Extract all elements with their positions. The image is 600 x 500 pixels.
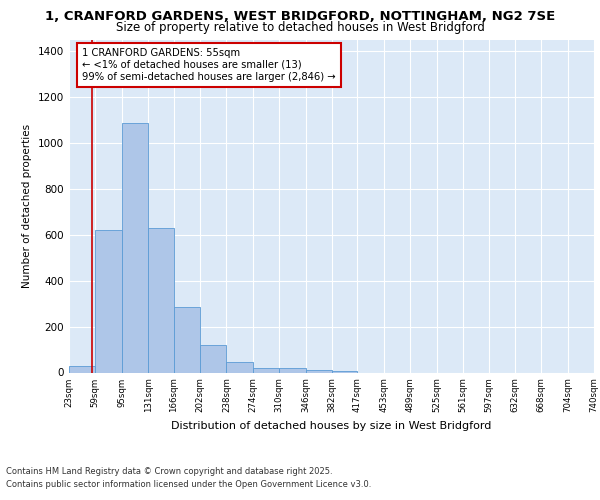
- Text: 1 CRANFORD GARDENS: 55sqm
← <1% of detached houses are smaller (13)
99% of semi-: 1 CRANFORD GARDENS: 55sqm ← <1% of detac…: [82, 48, 336, 82]
- Text: 1, CRANFORD GARDENS, WEST BRIDGFORD, NOTTINGHAM, NG2 7SE: 1, CRANFORD GARDENS, WEST BRIDGFORD, NOT…: [45, 10, 555, 23]
- Bar: [305, 370, 332, 372]
- Bar: [226, 362, 253, 372]
- X-axis label: Distribution of detached houses by size in West Bridgford: Distribution of detached houses by size …: [172, 420, 491, 430]
- Bar: [148, 228, 174, 372]
- Bar: [200, 345, 226, 372]
- Bar: [69, 366, 95, 372]
- Text: Contains HM Land Registry data © Crown copyright and database right 2025.: Contains HM Land Registry data © Crown c…: [6, 467, 332, 476]
- Bar: [253, 368, 279, 372]
- Bar: [122, 122, 148, 372]
- Bar: [95, 230, 122, 372]
- Y-axis label: Number of detached properties: Number of detached properties: [22, 124, 32, 288]
- Bar: [174, 307, 200, 372]
- Text: Contains public sector information licensed under the Open Government Licence v3: Contains public sector information licen…: [6, 480, 371, 489]
- Bar: [279, 368, 305, 372]
- Text: Size of property relative to detached houses in West Bridgford: Size of property relative to detached ho…: [116, 21, 484, 34]
